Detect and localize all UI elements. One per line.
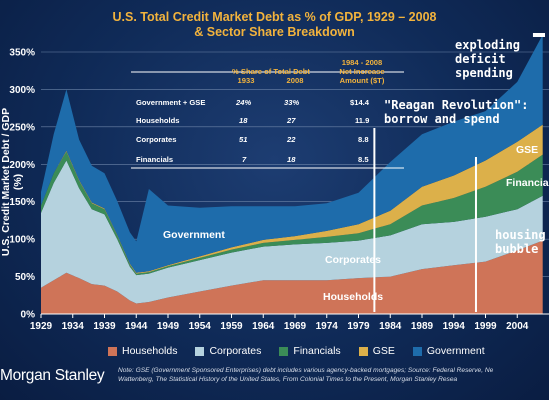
area-gse [41, 124, 543, 274]
row-2008: 18 [287, 155, 296, 164]
table-col1-header: % Share of Total Debt [232, 67, 310, 76]
label-financials: Financials [506, 177, 549, 189]
table-col1-year-a: 1933 [237, 76, 255, 85]
legend-swatch-government [412, 346, 422, 356]
x-tick-label: 1944 [125, 321, 148, 332]
x-tick-label: 1984 [379, 321, 402, 332]
table-col2-header-a: 1984 - 2008 [341, 58, 383, 67]
row-2008: 22 [287, 135, 296, 144]
table-row: Households 18 27 11.9 [136, 116, 398, 128]
y-axis-label: U.S. Credit Market Debt / GDP (%) [0, 107, 24, 257]
area-financials [41, 151, 543, 276]
y-tick-label: 150% [9, 197, 35, 208]
table-col2-header-b: Net Increase [339, 67, 385, 76]
y-tick-label: 50% [15, 272, 35, 283]
x-tick-label: 1979 [347, 321, 370, 332]
legend-label: Households [122, 345, 178, 357]
legend-swatch-gse [358, 346, 368, 356]
legend-item-corporates: Corporates [195, 345, 261, 357]
morgan-stanley-logo: Morgan Stanley [0, 367, 105, 384]
area-corporates [41, 160, 543, 304]
legend: Households Corporates Financials GSE Gov… [108, 345, 485, 357]
label-corporates: Corporates [325, 254, 382, 266]
legend-item-financials: Financials [279, 345, 341, 357]
exploding-deficit-callout: exploding deficit spending [455, 38, 521, 80]
row-label: Financials [136, 155, 174, 164]
x-tick-label: 1999 [474, 321, 497, 332]
y-tick-label: 250% [9, 122, 35, 133]
legend-label: GSE [372, 345, 395, 357]
housing-bubble-callout: housing bubble [495, 228, 546, 256]
row-1933: 7 [242, 155, 247, 164]
x-tick-label: 1989 [411, 321, 434, 332]
table-row: Corporates 51 22 8.8 [136, 135, 398, 147]
x-tick-label: 2004 [506, 321, 529, 332]
row-increase: 8.5 [358, 155, 369, 164]
legend-swatch-financials [279, 346, 289, 356]
legend-item-government: Government [412, 345, 485, 357]
legend-label: Corporates [209, 345, 262, 357]
annotation-lines [131, 33, 545, 312]
row-label: Households [136, 116, 180, 125]
table-col2-header-c: Amount ($T) [339, 76, 385, 85]
label-government: Government [163, 229, 225, 241]
source-note-line1: Note: GSE (Government Sponsored Enterpri… [118, 367, 494, 374]
x-tick-label: 1929 [30, 321, 53, 332]
x-tick-label: 1974 [316, 321, 339, 332]
row-2008: 33% [284, 98, 300, 107]
source-note-line2: Wattenberg, The Statistical History of t… [118, 376, 458, 383]
source-note: Note: GSE (Government Sponsored Enterpri… [118, 366, 549, 384]
table-col1-year-b: 2008 [286, 76, 304, 85]
chart-title-line2: & Sector Share Breakdown [194, 25, 355, 39]
row-increase: 11.9 [355, 116, 370, 125]
area-government [41, 34, 543, 273]
x-tick-label: 1994 [443, 321, 466, 332]
y-tick-label: 200% [9, 160, 35, 171]
x-tick-label: 1969 [284, 321, 307, 332]
row-increase: $14.4 [350, 98, 370, 107]
legend-swatch-households [108, 346, 117, 356]
table-row: Financials 7 18 8.5 [136, 155, 398, 167]
y-tick-label: 100% [9, 235, 35, 246]
legend-item-households: Households [108, 345, 177, 357]
label-households: Households [323, 291, 384, 303]
x-tick-label: 1934 [62, 321, 85, 332]
legend-item-gse: GSE [358, 345, 395, 357]
y-tick-label: 0% [21, 310, 36, 321]
y-tick-label: 350% [9, 48, 35, 59]
x-tick-label: 1964 [252, 321, 275, 332]
reagan-callout: "Reagan Revolution": borrow and spend [384, 98, 529, 126]
label-gse: GSE [516, 144, 539, 156]
row-1933: 51 [239, 135, 248, 144]
legend-label: Financials [293, 345, 341, 357]
table-row: Government + GSE 24% 33% $14.4 [136, 98, 398, 110]
area-layer [41, 34, 543, 314]
row-label: Government + GSE [136, 98, 206, 107]
x-tick-label: 1959 [220, 321, 243, 332]
legend-label: Government [426, 345, 485, 357]
legend-swatch-corporates [195, 346, 205, 356]
x-tick-label: 1949 [157, 321, 180, 332]
row-1933: 24% [236, 98, 252, 107]
chart-title-line1: U.S. Total Credit Market Debt as % of GD… [112, 10, 437, 24]
area-households [41, 240, 543, 314]
row-increase: 8.8 [358, 135, 369, 144]
x-tick-label: 1939 [93, 321, 116, 332]
axis-layer: 0% 50% 100% 150% 200% 250% 300% 350% 1929 1934 193… [9, 48, 549, 332]
x-tick-label: 1954 [189, 321, 212, 332]
row-label: Corporates [136, 135, 177, 144]
y-tick-label: 300% [9, 85, 35, 96]
row-1933: 18 [239, 116, 248, 125]
row-2008: 27 [287, 116, 296, 125]
